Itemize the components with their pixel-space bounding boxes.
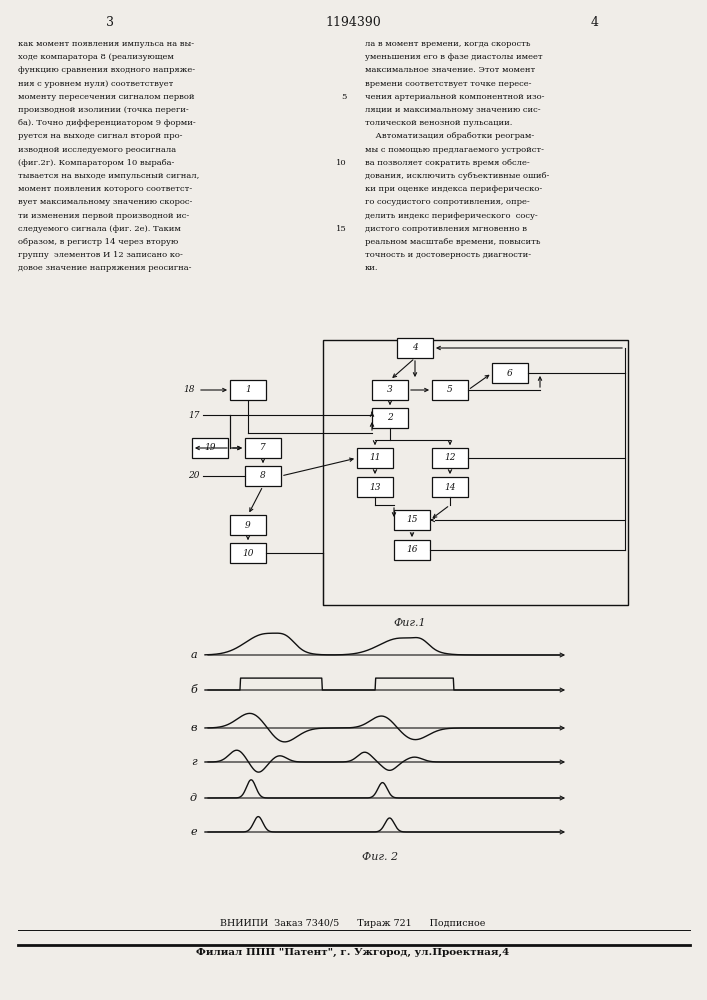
Text: момент появления которого соответст-: момент появления которого соответст- xyxy=(18,185,192,193)
Text: в: в xyxy=(190,723,197,733)
Text: функцию сравнения входного напряже-: функцию сравнения входного напряже- xyxy=(18,66,195,74)
Text: изводной исследуемого реосигнала: изводной исследуемого реосигнала xyxy=(18,146,176,154)
Text: 12: 12 xyxy=(444,454,456,462)
Text: а: а xyxy=(190,650,197,660)
Bar xyxy=(394,510,430,530)
Text: 10: 10 xyxy=(243,548,254,558)
Text: чения артериальной компонентной изо-: чения артериальной компонентной изо- xyxy=(365,93,544,101)
Text: производной изолинии (точка переги-: производной изолинии (точка переги- xyxy=(18,106,189,114)
Text: 4: 4 xyxy=(412,344,418,353)
Text: ба). Точно дифференциатором 9 форми-: ба). Точно дифференциатором 9 форми- xyxy=(18,119,196,127)
Text: 4: 4 xyxy=(591,15,599,28)
Text: Филиал ППП "Патент", г. Ужгород, ул.Проектная,4: Филиал ППП "Патент", г. Ужгород, ул.Прое… xyxy=(197,947,510,957)
Bar xyxy=(372,380,408,400)
Text: Автоматизация обработки реограм-: Автоматизация обработки реограм- xyxy=(365,132,534,140)
Bar xyxy=(230,380,266,400)
Bar xyxy=(357,477,393,497)
Text: делить индекс периферического  сосу-: делить индекс периферического сосу- xyxy=(365,212,538,220)
Text: 1194390: 1194390 xyxy=(326,15,381,28)
Text: дистого сопротивления мгновенно в: дистого сопротивления мгновенно в xyxy=(365,225,527,233)
Text: руется на выходе сигнал второй про-: руется на выходе сигнал второй про- xyxy=(18,132,182,140)
Text: 5: 5 xyxy=(341,93,347,101)
Text: моменту пересечения сигналом первой: моменту пересечения сигналом первой xyxy=(18,93,194,101)
Text: 5: 5 xyxy=(447,385,453,394)
Bar xyxy=(372,408,408,428)
Text: Фиг. 2: Фиг. 2 xyxy=(362,852,398,862)
Text: 1: 1 xyxy=(245,385,251,394)
Text: 3: 3 xyxy=(106,15,114,28)
Text: 20: 20 xyxy=(189,472,200,481)
Bar xyxy=(394,540,430,560)
Bar xyxy=(432,477,468,497)
Text: довое значение напряжения реосигна-: довое значение напряжения реосигна- xyxy=(18,264,192,272)
Bar xyxy=(323,340,628,605)
Text: реальном масштабе времени, повысить: реальном масштабе времени, повысить xyxy=(365,238,540,246)
Text: б: б xyxy=(190,685,197,695)
Bar xyxy=(245,438,281,458)
Bar xyxy=(230,543,266,563)
Text: ляции и максимальному значению сис-: ляции и максимальному значению сис- xyxy=(365,106,541,114)
Text: дования, исключить субъективные ошиб-: дования, исключить субъективные ошиб- xyxy=(365,172,549,180)
Text: 8: 8 xyxy=(260,472,266,481)
Bar xyxy=(245,466,281,486)
Text: 7: 7 xyxy=(260,444,266,452)
Text: образом, в регистр 14 через вторую: образом, в регистр 14 через вторую xyxy=(18,238,178,246)
Text: е: е xyxy=(190,827,197,837)
Text: го сосудистого сопротивления, опре-: го сосудистого сопротивления, опре- xyxy=(365,198,530,206)
Bar xyxy=(357,448,393,468)
Text: 10: 10 xyxy=(337,159,347,167)
Text: ния с уровнем нуля) соответствует: ния с уровнем нуля) соответствует xyxy=(18,80,173,88)
Bar xyxy=(432,380,468,400)
Text: г: г xyxy=(192,757,197,767)
Text: ки при оценке индекса периферическо-: ки при оценке индекса периферическо- xyxy=(365,185,542,193)
Text: Фиг.1: Фиг.1 xyxy=(394,618,426,628)
Text: как момент появления импульса на вы-: как момент появления импульса на вы- xyxy=(18,40,194,48)
Text: вует максимальному значению скорос-: вует максимальному значению скорос- xyxy=(18,198,192,206)
Bar xyxy=(230,515,266,535)
Text: 11: 11 xyxy=(369,454,381,462)
Text: следуемого сигнала (фиг. 2е). Таким: следуемого сигнала (фиг. 2е). Таким xyxy=(18,225,181,233)
Text: уменьшения его в фазе диастолы имеет: уменьшения его в фазе диастолы имеет xyxy=(365,53,543,61)
Text: группу  элементов И 12 записано ко-: группу элементов И 12 записано ко- xyxy=(18,251,183,259)
Text: 18: 18 xyxy=(184,385,195,394)
Text: ти изменения первой производной ис-: ти изменения первой производной ис- xyxy=(18,212,189,220)
Text: ла в момент времени, когда скорость: ла в момент времени, когда скорость xyxy=(365,40,530,48)
Text: точность и достоверность диагности-: точность и достоверность диагности- xyxy=(365,251,531,259)
Text: 17: 17 xyxy=(189,410,200,420)
Text: времени соответствует точке пересе-: времени соответствует точке пересе- xyxy=(365,80,532,88)
Text: ВНИИПИ  Заказ 7340/5      Тираж 721      Подписное: ВНИИПИ Заказ 7340/5 Тираж 721 Подписное xyxy=(221,918,486,928)
Text: тывается на выходе импульсный сигнал,: тывается на выходе импульсный сигнал, xyxy=(18,172,199,180)
Text: 6: 6 xyxy=(507,368,513,377)
Text: ки.: ки. xyxy=(365,264,378,272)
Bar xyxy=(192,438,228,458)
Text: максимальное значение. Этот момент: максимальное значение. Этот момент xyxy=(365,66,535,74)
Text: ходе компаратора 8 (реализующем: ходе компаратора 8 (реализующем xyxy=(18,53,174,61)
Text: 3: 3 xyxy=(387,385,393,394)
Bar xyxy=(397,338,433,358)
Text: мы с помощью предлагаемого устройст-: мы с помощью предлагаемого устройст- xyxy=(365,146,544,154)
Text: 13: 13 xyxy=(369,483,381,491)
Text: 2: 2 xyxy=(387,414,393,422)
Text: 9: 9 xyxy=(245,520,251,530)
Text: толической венозной пульсации.: толической венозной пульсации. xyxy=(365,119,513,127)
Bar xyxy=(492,363,528,383)
Bar xyxy=(432,448,468,468)
Text: 14: 14 xyxy=(444,483,456,491)
Text: 15: 15 xyxy=(337,225,347,233)
Text: 15: 15 xyxy=(407,516,418,524)
Text: (фиг.2г). Компаратором 10 выраба-: (фиг.2г). Компаратором 10 выраба- xyxy=(18,159,175,167)
Text: 16: 16 xyxy=(407,546,418,554)
Text: ва позволяет сократить время обсле-: ва позволяет сократить время обсле- xyxy=(365,159,530,167)
Text: д: д xyxy=(190,793,197,803)
Text: 19: 19 xyxy=(204,444,216,452)
